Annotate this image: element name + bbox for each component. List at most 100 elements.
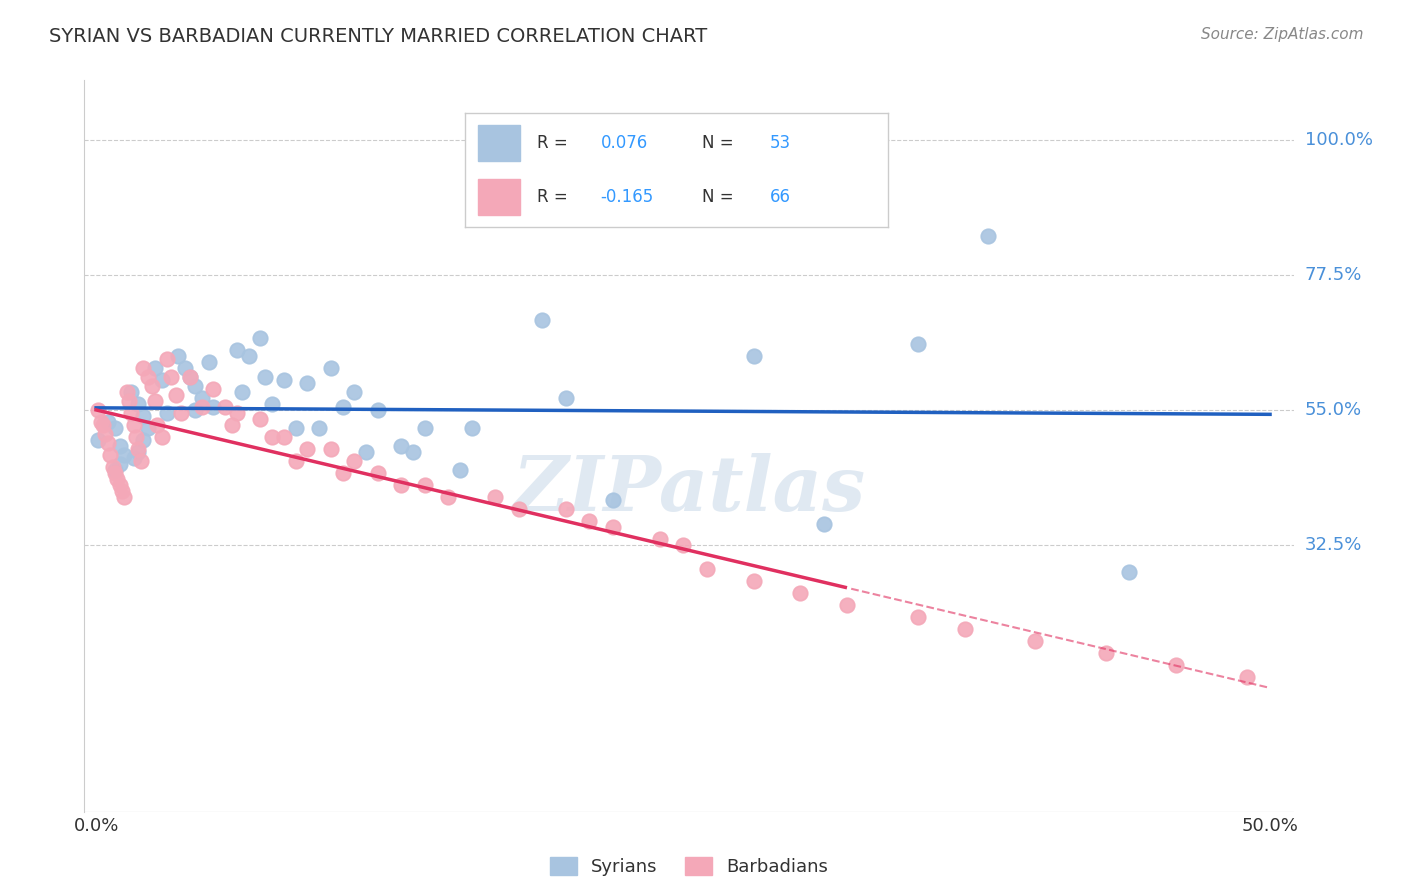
Point (108, 457, 131, 471)
Point (179, 370, 201, 384)
Point (231, 385, 253, 400)
Point (97, 436, 120, 450)
Point (108, 478, 131, 492)
Point (742, 574, 765, 588)
Point (319, 442, 342, 456)
Point (104, 466, 127, 480)
Text: Source: ZipAtlas.com: Source: ZipAtlas.com (1201, 27, 1364, 42)
Point (150, 430, 173, 444)
Point (165, 388, 187, 402)
Point (98, 448, 121, 462)
Point (389, 478, 412, 492)
Point (122, 417, 145, 432)
Point (672, 538, 695, 552)
Point (118, 394, 141, 409)
Point (120, 385, 142, 400)
Legend: Syrians, Barbadians: Syrians, Barbadians (543, 849, 835, 883)
Point (101, 460, 124, 475)
Point (198, 355, 221, 369)
Point (449, 463, 471, 477)
Point (120, 406, 142, 420)
Point (202, 382, 225, 396)
Point (696, 562, 718, 576)
Point (413, 421, 436, 435)
Point (1024, 633, 1046, 648)
Point (273, 373, 295, 387)
Point (602, 520, 624, 534)
Point (143, 394, 166, 409)
Point (122, 450, 145, 465)
Point (508, 502, 530, 516)
Point (146, 417, 169, 432)
Point (132, 433, 155, 447)
Point (125, 430, 148, 444)
Point (97, 415, 120, 429)
Point (190, 400, 212, 414)
Text: 77.5%: 77.5% (1305, 266, 1362, 285)
Point (437, 490, 460, 504)
Point (262, 397, 284, 411)
Point (648, 532, 671, 546)
Point (112, 490, 135, 504)
Point (578, 514, 600, 528)
Point (127, 445, 149, 459)
Point (91, 417, 114, 432)
Point (238, 349, 260, 363)
Point (111, 483, 134, 498)
Point (907, 337, 929, 351)
Point (105, 472, 128, 486)
Point (297, 376, 319, 390)
Point (249, 412, 271, 426)
Point (169, 406, 191, 420)
Point (367, 403, 389, 417)
Point (319, 361, 342, 376)
Point (367, 466, 389, 480)
Point (155, 406, 177, 420)
Point (202, 400, 225, 414)
Point (108, 439, 131, 453)
Point (354, 445, 377, 459)
Point (402, 445, 425, 459)
Point (343, 385, 366, 400)
Point (389, 439, 412, 453)
Point (953, 622, 976, 636)
Point (977, 229, 1000, 244)
Point (167, 349, 190, 363)
Point (155, 352, 177, 367)
Point (789, 586, 811, 600)
Point (112, 448, 135, 462)
Point (132, 409, 155, 423)
Point (813, 516, 835, 531)
Point (284, 454, 307, 468)
Point (160, 370, 183, 384)
Point (254, 370, 277, 384)
Text: 32.5%: 32.5% (1305, 536, 1362, 554)
Text: SYRIAN VS BARBADIAN CURRENTLY MARRIED CORRELATION CHART: SYRIAN VS BARBADIAN CURRENTLY MARRIED CO… (49, 27, 707, 45)
Point (332, 400, 354, 414)
Point (226, 343, 249, 357)
Point (174, 361, 197, 376)
Point (484, 490, 506, 504)
Point (136, 370, 159, 384)
Text: ZIPatlas: ZIPatlas (512, 453, 866, 527)
Point (141, 379, 163, 393)
Point (1118, 565, 1140, 579)
Point (87, 433, 110, 447)
Point (179, 370, 201, 384)
Point (742, 349, 765, 363)
Point (297, 442, 319, 456)
Point (221, 417, 243, 432)
Point (531, 313, 554, 327)
Point (90, 415, 112, 429)
Point (115, 385, 138, 400)
Point (190, 391, 212, 405)
Point (273, 430, 295, 444)
Point (214, 400, 236, 414)
Point (413, 478, 436, 492)
Point (602, 492, 624, 507)
Point (1166, 657, 1188, 672)
Point (127, 397, 149, 411)
Point (132, 361, 155, 376)
Point (150, 373, 173, 387)
Point (343, 454, 366, 468)
